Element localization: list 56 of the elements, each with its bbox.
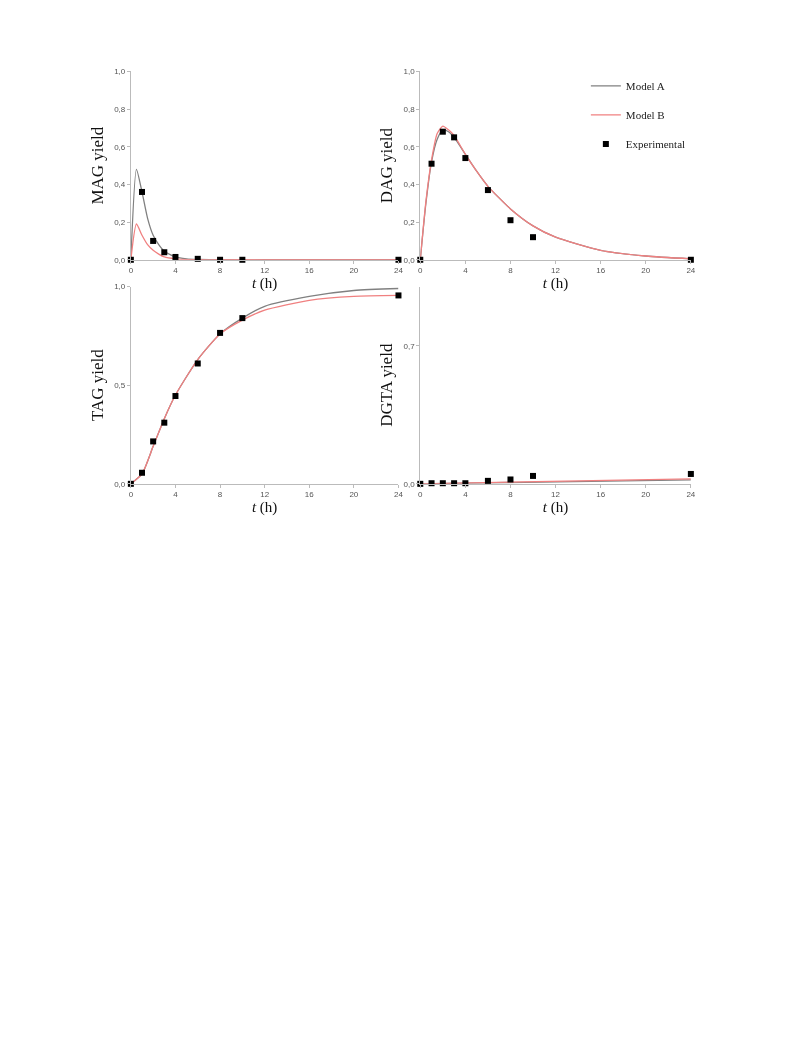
y-tick-label: 0,2 — [403, 217, 416, 227]
y-axis-title: MAG yield — [87, 126, 107, 205]
x-axis-title: t (h) — [251, 499, 278, 517]
x-axis-title: t (h) — [542, 499, 569, 517]
x-tick-label: 16 — [304, 490, 315, 500]
legend-label: Model B — [625, 109, 665, 122]
x-tick-label: 4 — [173, 490, 179, 500]
x-tick-label: 24 — [394, 266, 404, 276]
y-tick-label: 0,7 — [403, 341, 416, 351]
y-tick-label: 1,0 — [114, 282, 126, 292]
x-tick-label: 20 — [641, 490, 651, 500]
x-tick-label: 8 — [217, 266, 223, 276]
y-axis-title: DAG yield — [377, 127, 397, 204]
x-tick-label: 8 — [508, 490, 514, 500]
y-tick-label: 0,5 — [114, 380, 126, 390]
y-tick-label: 0,0 — [403, 255, 416, 265]
x-tick-label: 0 — [128, 266, 134, 276]
y-tick-label: 0,0 — [114, 255, 126, 265]
y-tick-label: 0,4 — [403, 180, 416, 190]
x-axis-title: t (h) — [542, 275, 569, 293]
y-tick-label: 0,8 — [114, 104, 126, 114]
y-tick-label: 0,0 — [403, 479, 416, 489]
x-tick-label: 16 — [596, 490, 606, 500]
x-tick-label: 12 — [260, 490, 270, 500]
x-tick-label: 24 — [394, 490, 404, 500]
legend-label: Experimental — [625, 138, 686, 151]
x-tick-label: 16 — [596, 266, 606, 276]
y-tick-label: 0,4 — [114, 180, 126, 190]
x-tick-label: 0 — [128, 490, 134, 500]
y-tick-label: 0,6 — [114, 142, 126, 152]
y-tick-label: 0,0 — [114, 479, 126, 489]
x-tick-label: 8 — [217, 490, 223, 500]
x-tick-label: 4 — [463, 266, 469, 276]
x-tick-label: 4 — [173, 266, 179, 276]
x-tick-label: 16 — [304, 266, 315, 276]
y-axis-title: DGTA yield — [377, 343, 397, 427]
x-tick-label: 0 — [418, 490, 424, 500]
x-tick-label: 8 — [508, 266, 514, 276]
x-tick-label: 12 — [260, 266, 270, 276]
x-tick-label: 24 — [686, 266, 696, 276]
y-tick-label: 0,2 — [114, 217, 126, 227]
x-tick-label: 20 — [349, 266, 359, 276]
x-tick-label: 4 — [463, 490, 469, 500]
y-axis-title: TAG yield — [87, 348, 107, 422]
x-axis-title: t (h) — [251, 275, 278, 293]
y-tick-label: 1,0 — [114, 67, 126, 77]
y-tick-label: 0,6 — [403, 142, 416, 152]
x-tick-label: 20 — [641, 266, 651, 276]
x-tick-label: 0 — [418, 266, 424, 276]
x-tick-label: 12 — [551, 490, 561, 500]
x-tick-label: 12 — [551, 266, 561, 276]
x-tick-label: 24 — [686, 490, 696, 500]
x-tick-label: 20 — [349, 490, 359, 500]
legend-label: Model A — [625, 80, 665, 93]
y-tick-label: 0,8 — [403, 104, 416, 114]
y-tick-label: 1,0 — [403, 67, 416, 77]
